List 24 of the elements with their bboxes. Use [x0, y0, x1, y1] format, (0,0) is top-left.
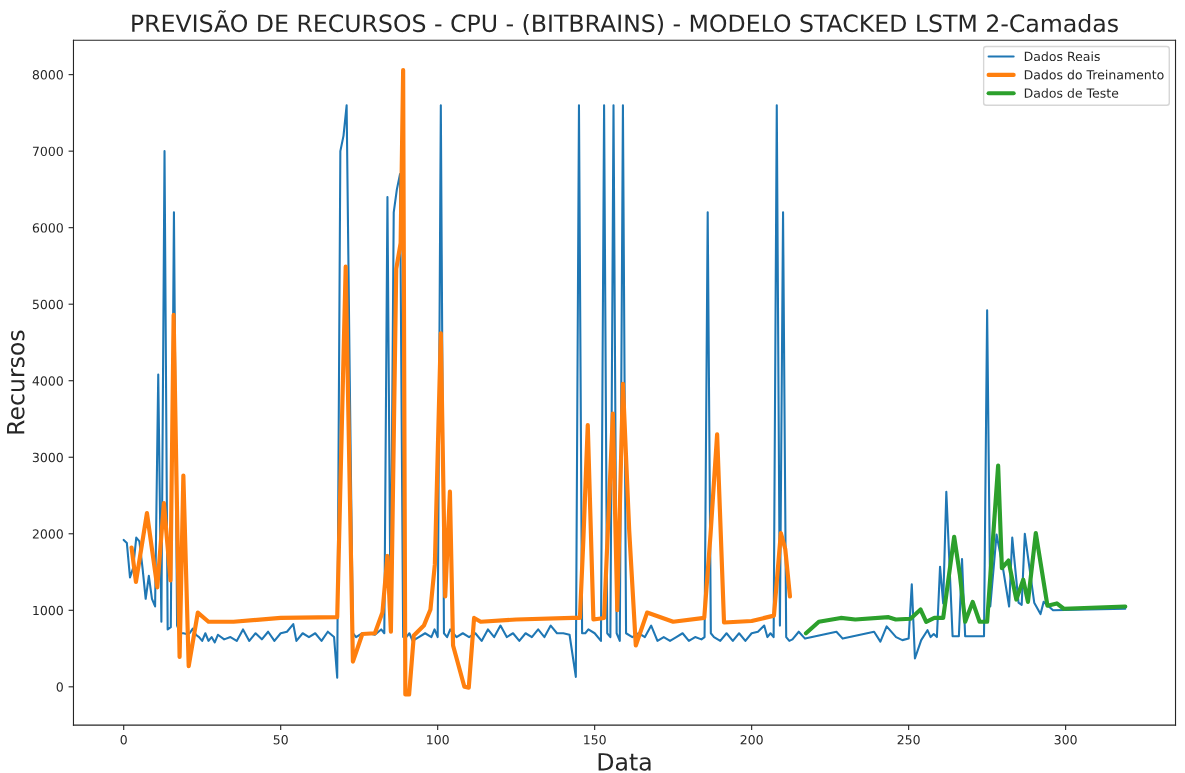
- y-tick-label: 5000: [32, 299, 63, 310]
- y-tick-label: 7000: [32, 146, 63, 157]
- x-tick-label: 200: [740, 735, 763, 745]
- line-series: [803, 463, 1128, 636]
- x-tick-label: 0: [120, 735, 127, 745]
- x-axis-title: Data: [598, 753, 651, 771]
- legend-label: Dados de Teste: [1024, 88, 1119, 98]
- legend-label: Dados do Treinamento: [1024, 69, 1164, 80]
- line-series: [129, 67, 793, 697]
- y-axis-title: Recursos: [7, 330, 25, 434]
- legend-label: Dados Reais: [1024, 51, 1100, 62]
- x-tick-label: 150: [584, 735, 606, 745]
- y-tick-label: 3000: [32, 452, 63, 463]
- y-tick-label: 6000: [32, 223, 63, 233]
- y-tick-label: 4000: [32, 376, 63, 386]
- chart-title: PREVISÃO DE RECURSOS - CPU - (BITBRAINS) - MODELO STACKED LSTM 2-Camadas: [132, 10, 1118, 35]
- x-tick-label: 50: [273, 735, 288, 745]
- x-tick-label: 300: [1054, 735, 1077, 745]
- x-tick-label: 250: [897, 735, 920, 745]
- y-tick-label: 0: [56, 682, 63, 692]
- y-tick-label: 1000: [33, 605, 63, 616]
- y-tick-label: 8000: [32, 70, 63, 80]
- x-tick-label: 100: [427, 735, 449, 745]
- y-tick-label: 2000: [32, 529, 63, 539]
